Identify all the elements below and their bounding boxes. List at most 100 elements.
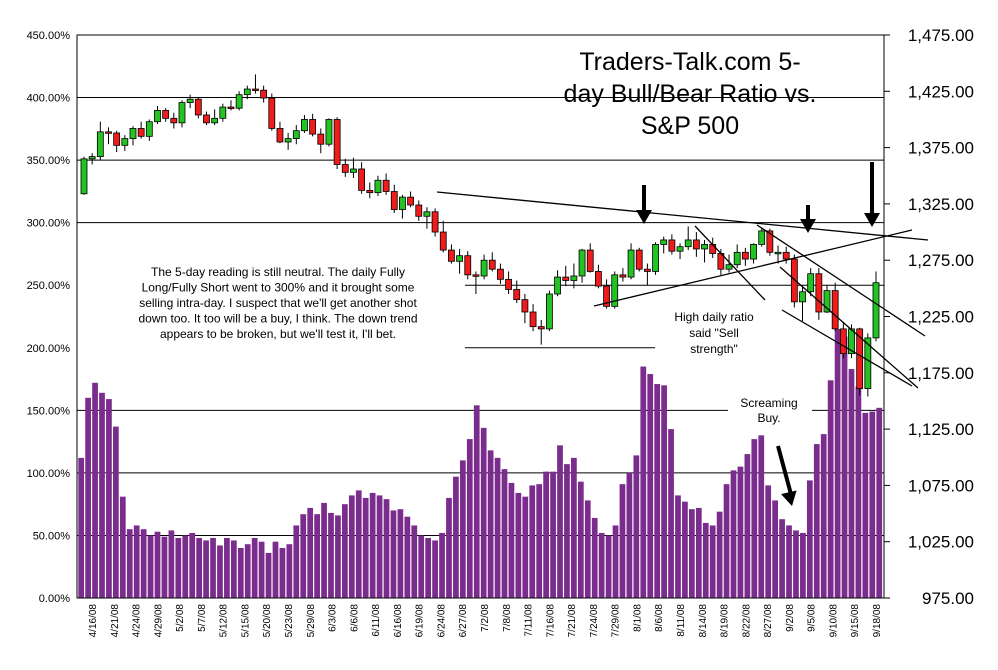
ratio-bar [161,536,168,598]
candle-down [668,239,676,252]
candle-down [782,251,790,260]
candle-down [137,128,145,137]
ratio-bar [383,499,390,598]
x-tick-label: 9/2/08 [785,604,796,632]
ratio-bar [522,496,529,598]
candle-up [235,94,243,109]
ratio-bar [230,540,237,598]
ratio-bar [182,535,189,598]
ratio-bar [501,469,508,598]
x-tick-label: 5/12/08 [219,604,230,638]
ratio-bar [272,541,279,598]
candle-down [203,114,210,124]
x-tick-label: 5/20/08 [262,604,273,638]
ratio-bar [806,480,813,598]
ratio-bar [751,439,758,598]
left-tick-label: 200.00% [27,343,71,355]
ratio-bar [647,374,654,598]
x-tick-label: 7/8/08 [502,604,513,632]
ratio-bar [342,504,348,598]
candle-down [227,106,235,109]
ratio-bar [210,537,216,598]
trendline [781,309,913,387]
candle-down [586,249,594,272]
candle-up [129,128,137,139]
ratio-bar [404,516,411,598]
ratio-bar [286,544,293,598]
candle-up [758,230,766,245]
right-tick-label: 1,225.00 [908,308,974,327]
ratio-bar [668,429,674,598]
ratio-bar [480,427,487,598]
down-arrow-shaft [776,445,794,499]
ratio-bar [508,482,515,598]
down-arrow-head [636,210,652,224]
trendline [436,191,929,241]
candle-down [309,119,317,135]
ratio-bar [335,515,341,598]
x-axis-labels: 4/16/08 4/21/08 4/24/08 4/29/08 5/2/08 5/7/08… [88,604,883,638]
ratio-bar [876,407,883,598]
right-tick-label: 1,125.00 [908,420,974,439]
ratio-bar [800,532,806,598]
ratio-bar [779,519,785,598]
x-tick-label: 7/29/08 [611,604,622,638]
title-line: day Bull/Bear Ratio vs. [564,80,817,108]
ratio-bar [737,466,744,598]
candle-up [121,138,129,146]
candle-up [554,276,561,295]
ratio-bar [99,392,105,598]
high-ratio-line: said "Sell [689,326,739,340]
candle-down [831,290,839,330]
candle-up [325,119,333,145]
candle-down [358,168,366,191]
ratio-bar [175,537,182,598]
ratio-bar [688,509,695,598]
candle-up [611,274,619,307]
ratio-bar [626,472,633,598]
left-tick-label: 100.00% [27,468,71,480]
ratio-bar [147,535,154,598]
ratio-bar [619,484,626,598]
candle-down [692,239,700,250]
right-tick-label: 1,475.00 [908,26,974,45]
left-tick-label: 350.00% [27,155,71,167]
right-tick-label: 1,375.00 [908,139,974,158]
candle-up [823,290,831,313]
candle-down [472,274,480,277]
ratio-bar [723,484,730,598]
annotations: The 5-day reading is still neutral. The … [115,262,812,430]
ratio-bar [869,411,876,598]
candle-up [774,251,782,255]
right-axis-ticks: 975.00 1,025.00 1,075.00 1,125.00 1,175.00 1,… [884,26,974,608]
ratio-bar [106,399,112,598]
ratio-bar [494,457,501,598]
x-tick-label: 4/21/08 [110,604,121,638]
ratio-bar [793,530,799,598]
ratio-bar [119,496,126,598]
candle-down [407,196,414,206]
ratio-bar [154,531,161,598]
commentary-bg [115,262,442,352]
ratio-bar [654,384,661,598]
candle-down [513,289,521,301]
ratio-bar [411,525,418,598]
commentary-line: selling intra-day. I suspect that we'll … [139,296,417,310]
candle-up [578,249,586,277]
candle-up [399,196,406,210]
candle-down [317,133,325,145]
left-tick-label: 0.00% [39,593,70,605]
candle-down [488,259,496,270]
trendline [593,229,913,307]
ratio-bar [598,532,605,598]
ratio-bar [550,471,556,598]
ratio-bar [78,457,85,598]
x-tick-label: 9/5/08 [807,604,818,632]
candle-up [807,273,815,293]
x-tick-label: 5/23/08 [284,604,295,638]
candle-up [423,211,431,217]
ratio-bar [85,397,91,598]
left-axis-ticks: 0.00% 50.00% 100.00% 150.00% 200.00% 250.00% 3… [27,30,71,605]
high-ratio-bg [664,306,772,366]
